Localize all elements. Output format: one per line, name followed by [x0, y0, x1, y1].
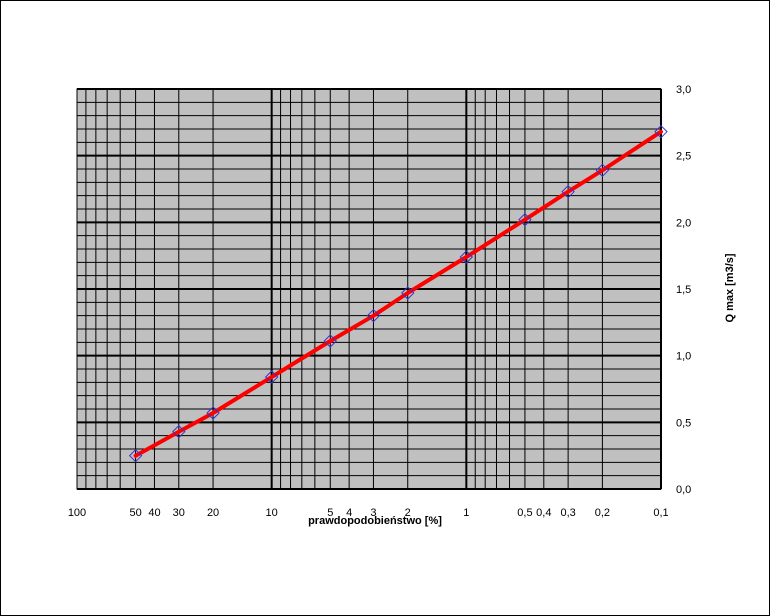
y-axis-tick-labels: 0,0 0,5 1,0 1,5 2,0 2,5 3,0 [676, 84, 691, 496]
y-tick-label: 1,0 [676, 351, 691, 363]
data-point-marker [366, 308, 381, 323]
y-tick-label: 0,0 [676, 484, 691, 496]
x-tick-label: 0,3 [560, 507, 575, 519]
x-tick-label: 0,1 [653, 507, 668, 519]
data-point-marker [206, 406, 220, 420]
data-point-marker [172, 424, 186, 439]
series-layer [128, 124, 668, 463]
plot-border [76, 88, 662, 490]
x-tick-label: 10 [266, 507, 278, 519]
series-line [133, 129, 663, 458]
x-tick-label: 5 [327, 507, 333, 519]
x-tick-label: 20 [207, 507, 219, 519]
data-point-marker [264, 370, 279, 384]
x-tick-label: 4 [346, 507, 352, 519]
data-point-marker [595, 163, 610, 178]
x-tick-label: 100 [68, 507, 86, 519]
data-point-marker [323, 334, 337, 348]
y-tick-label: 0,5 [676, 417, 691, 429]
x-tick-label: 30 [173, 507, 185, 519]
x-tick-label: 2 [405, 507, 411, 519]
x-tick-label: 0,5 [517, 507, 532, 519]
y-tick-label: 1,5 [676, 284, 691, 296]
x-tick-label: 40 [148, 507, 160, 519]
x-axis-tick-labels: 100 50 40 30 20 10 5 4 3 2 1 0,5 0,4 0,3 0,2 0,1 [68, 507, 669, 519]
x-tick-label: 0,4 [536, 507, 551, 519]
data-point-marker [561, 184, 575, 199]
x-axis-title: prawdopodobieństwo [%] [308, 515, 442, 527]
y-axis-title: Q max [m3/s] [724, 253, 736, 322]
y-tick-label: 3,0 [676, 84, 691, 96]
x-tick-label: 0,2 [595, 507, 610, 519]
x-tick-label: 50 [129, 507, 141, 519]
data-point-marker [128, 448, 143, 463]
data-point-marker [654, 124, 668, 139]
data-point-marker [459, 250, 474, 264]
y-tick-label: 2,0 [676, 217, 691, 229]
data-point-marker [518, 212, 532, 227]
x-tick-label: 1 [463, 507, 469, 519]
data-point-marker [401, 286, 415, 300]
y-tick-label: 2,5 [676, 151, 691, 163]
x-tick-label: 3 [370, 507, 376, 519]
